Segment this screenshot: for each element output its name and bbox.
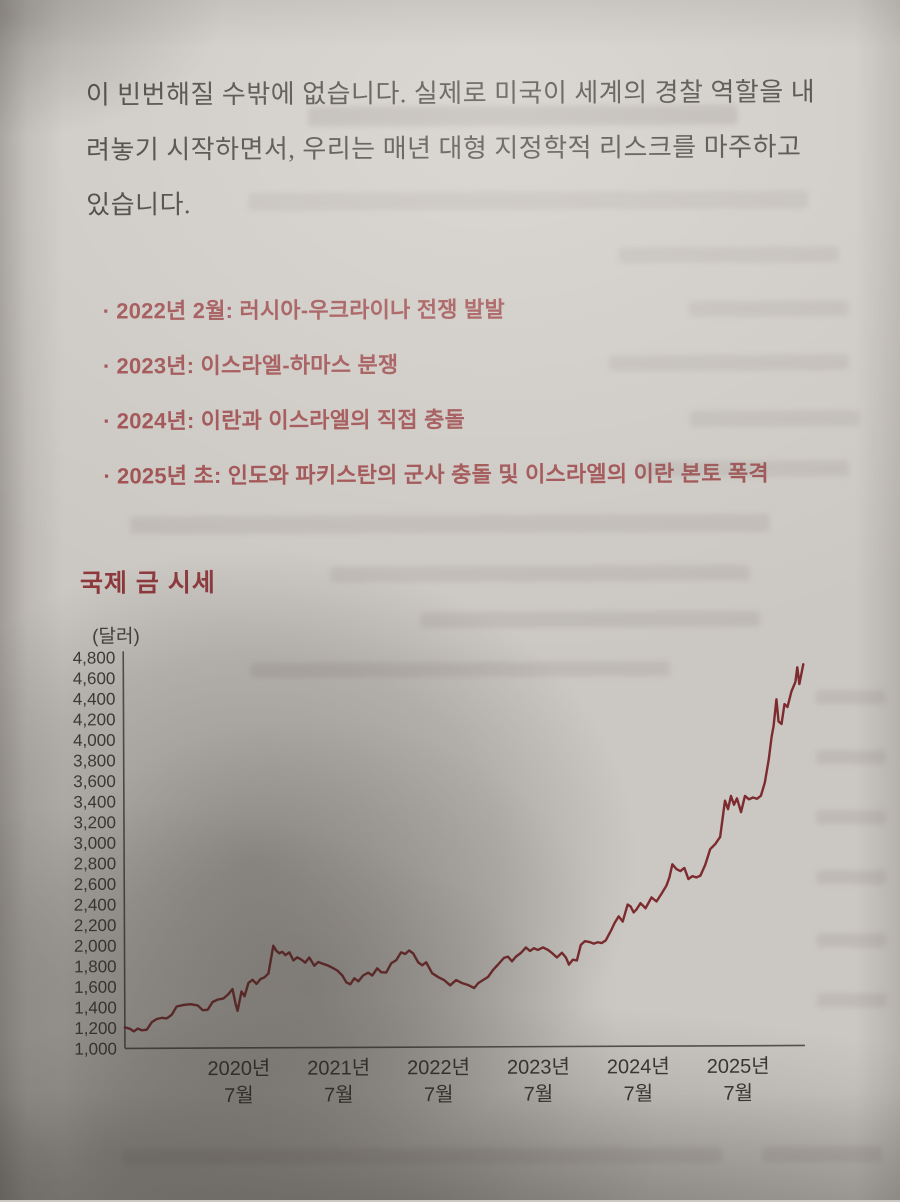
x-axis-tick-year: 2024년 <box>607 1055 670 1078</box>
event-item: · 2022년 2월: 러시아-우크라이나 전쟁 발발 <box>103 280 843 338</box>
paragraph-line: 이 빈번해질 수밖에 없습니다. 실제로 미국이 세계의 경찰 역할을 내 <box>85 77 816 110</box>
event-list: · 2022년 2월: 러시아-우크라이나 전쟁 발발 · 2023년: 이스라엘-하… <box>103 280 844 503</box>
bullet-marker: · <box>103 408 111 434</box>
y-axis-tick-label: 4,200 <box>73 710 116 729</box>
ghost-text-smudge <box>815 690 886 705</box>
event-item: · 2023년: 이스라엘-하마스 분쟁 <box>103 335 843 393</box>
x-axis-tick-year: 2020년 <box>207 1057 270 1080</box>
ghost-text-smudge <box>122 1146 723 1166</box>
y-axis-tick-label: 3,800 <box>73 751 116 770</box>
paragraph-line: 있습니다. <box>86 190 192 220</box>
y-axis-tick-label: 2,400 <box>74 895 117 914</box>
x-axis-tick-month: 7월 <box>524 1083 554 1106</box>
y-axis-tick-label: 2,200 <box>74 916 117 935</box>
x-axis-tick-month: 7월 <box>723 1082 753 1105</box>
event-item-label: 2024년: 이란과 이스라엘의 직접 충돌 <box>116 406 466 434</box>
y-axis-tick-label: 3,000 <box>73 834 116 853</box>
chart-title: 국제 금 시세 <box>79 569 216 598</box>
y-axis-tick-label: 3,400 <box>73 793 116 812</box>
ghost-text-smudge <box>129 513 770 535</box>
y-axis-tick-label: 2,000 <box>74 937 117 956</box>
y-axis-tick-label: 1,200 <box>74 1019 117 1038</box>
ghost-text-smudge <box>816 933 887 948</box>
ghost-text-smudge <box>816 870 887 885</box>
y-axis-tick-label: 4,600 <box>73 669 116 688</box>
y-axis-tick-label: 3,600 <box>73 772 116 791</box>
y-axis-tick-label: 1,800 <box>74 957 117 976</box>
y-axis-line <box>122 651 126 1049</box>
bullet-marker: · <box>103 463 112 489</box>
bullet-marker: · <box>102 298 111 324</box>
y-axis-tick-label: 2,600 <box>74 875 117 894</box>
bullet-marker: · <box>102 353 111 379</box>
y-axis-tick-label: 4,000 <box>73 731 116 750</box>
event-item: · 2025년 초: 인도와 파키스탄의 군사 충돌 및 이스라엘의 이란 본토 … <box>103 445 843 503</box>
x-axis-tick-year: 2025년 <box>707 1055 770 1078</box>
x-axis-tick-month: 7월 <box>424 1083 454 1106</box>
y-axis-tick-label: 3,200 <box>73 813 116 832</box>
x-axis-tick-month: 7월 <box>224 1084 254 1107</box>
ghost-text-smudge <box>618 246 839 264</box>
x-axis-line <box>124 1044 805 1050</box>
y-axis-tick-label: 4,800 <box>73 648 116 667</box>
y-axis-tick-label: 2,800 <box>74 854 117 873</box>
y-axis-tick-label: 4,400 <box>73 690 116 709</box>
ghost-text-smudge <box>420 610 761 629</box>
x-axis-tick-year: 2023년 <box>507 1055 570 1078</box>
y-axis-tick-label: 1,000 <box>74 1039 117 1058</box>
y-axis-tick-label: 1,400 <box>74 998 117 1017</box>
ghost-text-smudge <box>816 993 887 1008</box>
event-item-label: 2025년 초: 인도와 파키스탄의 군사 충돌 및 이스라엘의 이란 본토 폭… <box>116 460 769 489</box>
event-item: · 2024년: 이란과 이스라엘의 직접 충돌 <box>103 390 843 448</box>
x-axis-tick-year: 2022년 <box>407 1056 470 1079</box>
x-axis-tick-month: 7월 <box>324 1083 354 1106</box>
ghost-text-smudge <box>762 1146 883 1163</box>
y-axis-tick-label: 1,600 <box>74 978 117 997</box>
x-axis-tick-month: 7월 <box>624 1082 654 1105</box>
ghost-text-smudge <box>329 564 750 583</box>
ghost-text-smudge <box>815 810 886 825</box>
gold-price-series-line <box>123 663 805 1033</box>
x-axis-tick-year: 2021년 <box>307 1056 370 1079</box>
paragraph-line: 려놓기 시작하면서, 우리는 매년 대형 지정학적 리스크를 마주하고 <box>85 132 802 165</box>
event-item-label: 2022년 2월: 러시아-우크라이나 전쟁 발발 <box>116 296 505 324</box>
event-item-label: 2023년: 이스라엘-하마스 분쟁 <box>116 352 399 379</box>
ghost-text-smudge <box>815 750 886 765</box>
